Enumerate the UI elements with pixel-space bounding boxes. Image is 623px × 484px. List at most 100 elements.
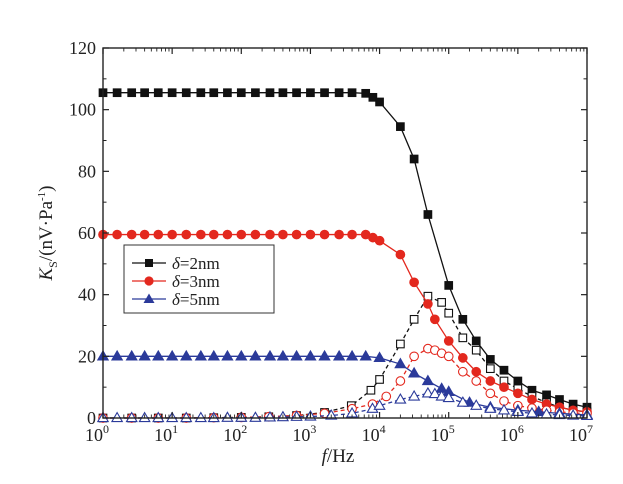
y-axis-subscript: S	[46, 261, 60, 268]
x-tick-label: 104	[362, 422, 386, 445]
legend-item-3nm: δ=3nm	[132, 272, 220, 291]
data-point	[334, 229, 344, 240]
data-point	[407, 366, 421, 378]
data-point	[542, 390, 551, 400]
x-axis-unit: /Hz	[327, 446, 354, 467]
y-tick-label: 80	[78, 161, 96, 181]
data-point	[194, 411, 207, 423]
data-point	[443, 351, 454, 362]
x-tick-label: 100	[85, 422, 109, 445]
data-point	[394, 357, 407, 369]
legend-item-2nm: δ=2nm	[132, 254, 220, 273]
data-point	[458, 333, 468, 343]
data-point	[306, 88, 315, 98]
data-point	[125, 411, 138, 423]
data-point	[180, 349, 193, 361]
y-axis-symbol: K	[36, 267, 57, 282]
y-tick-label: 100	[69, 100, 96, 120]
axes: 0 20 40 60 80 100 120 100 101 102 103 104 105 106 107	[69, 38, 593, 445]
data-point	[513, 376, 523, 386]
series-4	[96, 349, 594, 420]
series-line	[103, 347, 588, 419]
data-point	[471, 366, 482, 377]
data-point	[276, 349, 290, 361]
data-point	[152, 411, 165, 423]
data-point	[209, 88, 219, 98]
data-point	[292, 88, 301, 98]
data-point	[196, 88, 206, 98]
data-point	[442, 391, 455, 403]
data-point	[305, 229, 316, 240]
data-point	[366, 385, 376, 395]
data-point	[485, 355, 495, 364]
data-point	[126, 229, 137, 240]
legend-label-3nm: δ=3nm	[172, 272, 220, 291]
x-tick-label: 105	[431, 422, 455, 445]
y-tick-label: 20	[78, 346, 96, 366]
data-point	[484, 402, 497, 413]
data-point	[265, 88, 275, 98]
data-point	[471, 336, 481, 346]
data-point	[345, 349, 359, 361]
data-point	[138, 349, 151, 361]
y-axis-label: KS/(nV·Pa-1)	[36, 185, 60, 281]
data-point	[318, 349, 331, 361]
data-point	[373, 351, 386, 363]
data-point	[396, 339, 405, 349]
data-point	[181, 229, 192, 240]
x-tick-label: 102	[223, 422, 247, 445]
x-tick-label: 107	[569, 422, 593, 445]
data-point	[421, 386, 435, 398]
y-axis-close: )	[36, 185, 57, 191]
x-tick-label: 101	[154, 422, 178, 445]
data-point	[470, 399, 483, 410]
data-point	[304, 349, 317, 361]
data-point	[125, 349, 138, 361]
data-point	[291, 229, 302, 240]
data-point	[471, 345, 481, 355]
data-point	[375, 97, 384, 107]
data-point	[395, 249, 406, 260]
data-point	[359, 349, 372, 361]
data-point	[394, 393, 407, 404]
data-point	[374, 235, 385, 246]
x-tick-label: 103	[292, 422, 316, 445]
data-point	[444, 308, 454, 318]
x-axis-symbol: f	[322, 446, 330, 467]
data-point	[235, 349, 248, 361]
data-point	[407, 389, 421, 401]
x-tick-label: 106	[500, 422, 524, 445]
data-point	[429, 314, 440, 325]
data-point	[497, 403, 511, 415]
data-point	[409, 351, 419, 362]
data-point	[443, 336, 454, 346]
data-point	[208, 229, 219, 240]
data-point	[221, 411, 234, 422]
data-point	[153, 229, 164, 240]
data-point	[290, 349, 303, 361]
data-point	[423, 210, 433, 219]
data-point	[471, 376, 482, 386]
y-tick-label: 40	[78, 285, 96, 305]
data-point	[457, 366, 468, 377]
data-point	[396, 122, 405, 131]
data-point	[236, 88, 246, 98]
x-axis-label: f/Hz	[322, 446, 355, 467]
data-point	[457, 353, 468, 363]
data-point	[139, 229, 150, 240]
data-point	[153, 88, 163, 98]
data-point	[320, 88, 329, 98]
data-point	[180, 411, 193, 423]
data-point	[444, 281, 454, 290]
data-point	[263, 349, 277, 361]
data-point	[485, 364, 495, 374]
data-point	[265, 229, 275, 240]
data-point	[110, 411, 124, 423]
data-point	[112, 229, 122, 240]
legend-label-2nm: δ=2nm	[172, 254, 220, 273]
data-point	[222, 229, 233, 240]
data-point	[499, 382, 509, 393]
data-point	[140, 88, 149, 98]
data-point	[207, 349, 220, 361]
